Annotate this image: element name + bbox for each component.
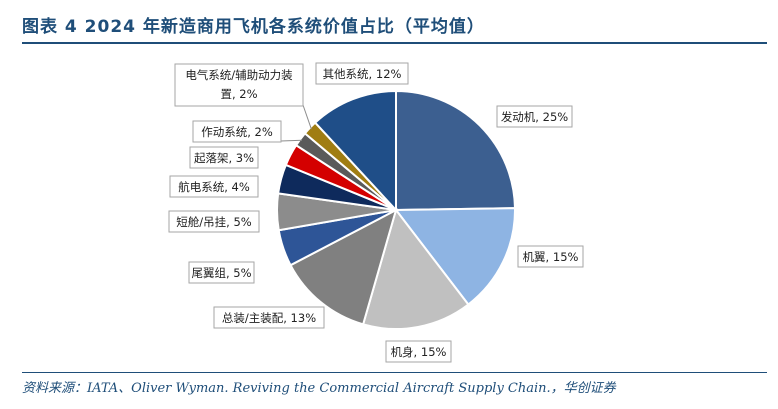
data-label-box-2 bbox=[385, 340, 452, 363]
data-label-8: 作动系统, 2% bbox=[201, 125, 273, 139]
source-note: 资料来源：IATA、Oliver Wyman. Reviving the Com… bbox=[22, 381, 616, 396]
data-label-4: 尾翼组, 5% bbox=[191, 266, 251, 280]
data-label-0: 发动机, 25% bbox=[501, 110, 568, 124]
data-label-box-5 bbox=[168, 210, 260, 233]
source-rule bbox=[22, 372, 767, 373]
leader-line-8 bbox=[280, 139, 303, 142]
title-rule bbox=[22, 42, 767, 44]
data-label-box-6 bbox=[169, 175, 259, 198]
data-label-9-line-1: 置, 2% bbox=[220, 87, 257, 101]
pie-slice-3 bbox=[289, 208, 398, 326]
pie-slice-10 bbox=[313, 89, 397, 213]
pie-slice-1 bbox=[393, 207, 516, 306]
data-label-box-9 bbox=[174, 63, 304, 107]
data-label-box-4 bbox=[188, 261, 255, 284]
data-label-box-8 bbox=[192, 120, 282, 143]
data-label-box-10 bbox=[315, 62, 409, 85]
data-label-1: 机翼, 15% bbox=[523, 250, 579, 264]
data-label-10: 其他系统, 12% bbox=[323, 67, 402, 81]
data-label-7: 起落架, 3% bbox=[194, 151, 254, 165]
data-label-box-7 bbox=[189, 146, 259, 169]
data-label-box-3 bbox=[213, 306, 325, 329]
leader-line-9 bbox=[302, 104, 312, 130]
pie-slice-0 bbox=[395, 89, 517, 212]
data-label-box-1 bbox=[517, 245, 584, 268]
data-label-6: 航电系统, 4% bbox=[178, 180, 250, 194]
data-label-3: 总装/主装配, 13% bbox=[222, 311, 316, 325]
data-label-9-line-0: 电气系统/辅助动力装 bbox=[185, 68, 293, 82]
pie-slice-2 bbox=[361, 207, 470, 330]
data-label-5: 短舱/吊挂, 5% bbox=[176, 215, 252, 229]
data-label-box-0 bbox=[496, 105, 573, 128]
chart-title: 图表 4 2024 年新造商用飞机各系统价值占比（平均值） bbox=[22, 17, 485, 37]
data-label-2: 机身, 15% bbox=[391, 345, 447, 359]
